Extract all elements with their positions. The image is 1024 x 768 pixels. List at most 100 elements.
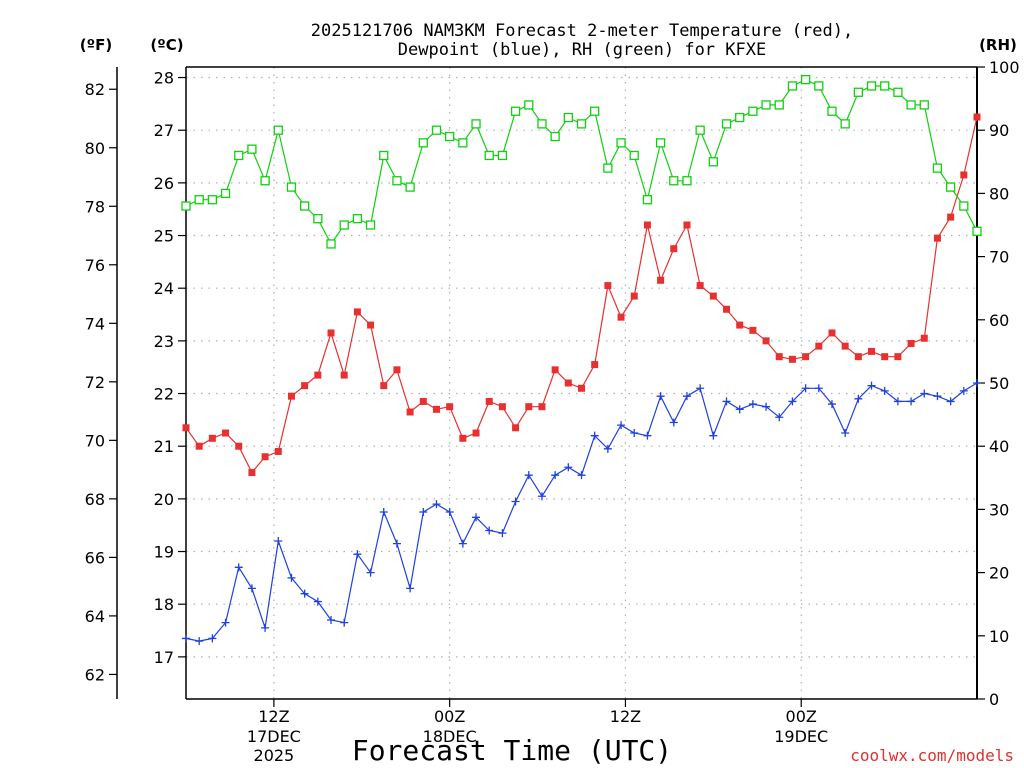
dewpoint-point [893,397,902,406]
rh-point [682,176,692,186]
fahrenheit-tick-label: 80 [85,139,105,158]
dewpoint-point [511,497,520,506]
temperature-point [327,329,335,337]
dewpoint-point [788,397,797,406]
dewpoint-point [327,616,336,624]
temperature-point [617,313,625,321]
dewpoint-point [854,394,863,403]
dewpoint-point [221,618,230,627]
fahrenheit-tick-label: 72 [85,373,105,392]
temperature-point [235,442,243,450]
temperature-point [498,403,506,411]
rh-line [185,78,978,246]
dewpoint-point [313,597,322,606]
rh-point [431,125,442,135]
rh-point [748,106,758,116]
rh-point [510,106,521,116]
rh-point [365,220,376,230]
rh-point [642,195,653,205]
dewpoint-point [564,463,573,472]
dewpoint-point [551,471,560,480]
temperature-point [775,353,783,361]
rh-point [405,182,415,192]
temperature-point [538,403,546,411]
celsius-tick-label: 28 [154,69,174,88]
dewpoint-point [630,429,639,438]
temperature-point [195,442,203,450]
temperature-point [657,276,665,284]
rh-point [919,100,929,110]
dewpoint-point [406,584,415,593]
rh-tick-label: 20 [989,564,1009,583]
fahrenheit-tick-label: 62 [85,665,105,684]
temp-series [182,113,981,477]
dewpoint-point [722,397,731,406]
chart-title-line1: 2025121706 NAM3KM Forecast 2-meter Tempe… [311,21,853,41]
temperature-point [393,366,401,374]
fahrenheit-tick-label: 70 [85,431,105,450]
rh-point [814,81,824,91]
fahrenheit-tick-label: 76 [85,256,105,275]
celsius-unit-label: (ºC) [150,36,183,54]
rh-point [247,144,257,154]
temperature-point [432,405,440,413]
rh-tick-label: 60 [989,311,1009,330]
dewpoint-point [801,384,810,393]
temperature-point [182,424,190,432]
rh-point [563,112,573,123]
temperature-point [894,353,902,361]
dewpoint-point [617,421,626,430]
x-axis-title: Forecast Time (UTC) [352,734,672,767]
rh-point [392,176,402,186]
rh-point [708,157,718,167]
temperature-point [815,342,823,350]
rh-point [721,119,732,129]
temperature-point [380,382,388,390]
celsius-tick-label: 19 [154,543,174,562]
rh-point [590,106,600,116]
temperature-point [696,282,704,290]
rh-point [550,131,560,142]
dewpoint-line [185,382,978,642]
rh-point [735,112,745,123]
dewpoint-point [287,573,296,582]
rh-point [576,119,587,129]
temperature-point [512,424,520,432]
dewpoint-point [340,618,349,627]
dewpoint-point [458,539,467,548]
rh-point [774,100,784,110]
x-tick-date: 19DEC [774,727,828,746]
dewpoint-point [379,508,388,517]
rh-tick-label: 10 [989,627,1009,646]
rh-tick-label: 70 [989,248,1009,267]
temperature-point [301,382,309,390]
rh-point [629,150,639,161]
rh-tick-label: 100 [989,58,1020,77]
temperature-point [604,282,612,290]
rh-point [655,138,666,148]
temp-line [185,116,978,474]
rh-point [761,100,771,110]
x-tick-date: 18DEC [423,727,477,746]
rh-point [537,119,547,129]
dewpoint-point [827,400,836,409]
fahrenheit-tick-label: 74 [85,314,105,333]
dewpoint-point [775,413,784,422]
temperature-point [222,429,230,437]
rh-tick-label: 50 [989,374,1009,393]
temperature-point [208,434,216,442]
rh-point [207,195,218,205]
rh-point [326,239,336,249]
temperature-point [248,469,256,477]
rh-point [906,100,916,110]
dewpoint-point [933,392,942,401]
temperature-point [723,305,731,313]
dewpoint-point [841,429,850,438]
rh-point [471,119,481,129]
rh-point [313,214,323,224]
dewpoint-point [485,526,494,535]
temperature-point [933,234,941,242]
rh-point [840,119,850,129]
temperature-point [446,403,454,411]
temperature-point [591,361,599,369]
